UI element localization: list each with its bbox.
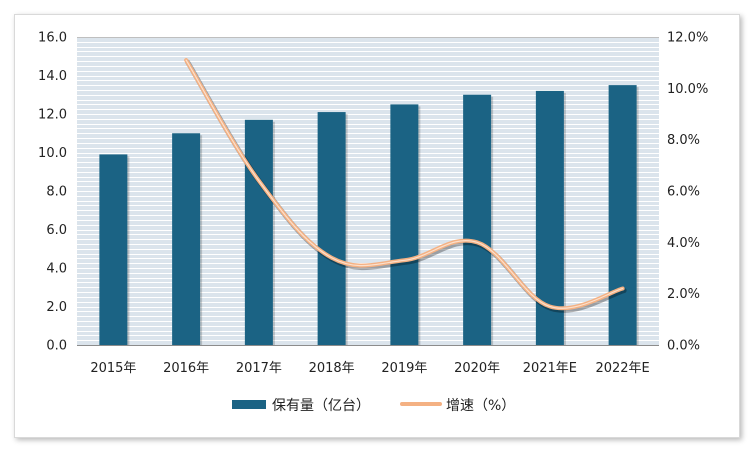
left-tick-label: 14.0 <box>38 69 67 84</box>
growth-line-highlight <box>185 59 624 309</box>
legend-bar-swatch <box>232 400 266 409</box>
legend-bar-label: 保有量（亿台） <box>272 398 370 414</box>
line-series <box>184 58 627 313</box>
x-tick-label: 2020年 <box>454 361 500 376</box>
right-tick-label: 6.0% <box>667 185 700 200</box>
x-tick-label: 2021年E <box>523 361 577 376</box>
right-axis-ticks: 0.0% 2.0% 4.0% 6.0% 8.0% 10.0% 12.0% <box>667 31 708 354</box>
left-tick-label: 6.0 <box>46 223 67 238</box>
right-tick-label: 0.0% <box>667 339 700 354</box>
left-tick-label: 12.0 <box>38 108 67 123</box>
x-tick-label: 2015年 <box>90 361 136 376</box>
right-tick-label: 12.0% <box>667 31 708 46</box>
right-tick-label: 8.0% <box>667 133 700 148</box>
right-tick-label: 10.0% <box>667 82 708 97</box>
legend: 保有量（亿台） 增速（%） <box>232 398 515 414</box>
bar <box>317 112 346 345</box>
bar-series <box>99 85 639 346</box>
left-tick-label: 0.0 <box>46 339 67 354</box>
right-tick-label: 4.0% <box>667 236 700 251</box>
left-tick-label: 8.0 <box>46 185 67 200</box>
bar <box>99 154 128 345</box>
x-axis-ticks: 2015年 2016年 2017年 2018年 2019年 2020年 2021年E 2022… <box>90 361 649 376</box>
bar <box>244 119 273 346</box>
bar <box>608 85 637 345</box>
left-tick-label: 2.0 <box>46 300 67 315</box>
right-tick-label: 2.0% <box>667 287 700 302</box>
x-tick-label: 2018年 <box>309 361 355 376</box>
legend-line-label: 增速（%） <box>446 398 515 414</box>
x-tick-label: 2016年 <box>163 361 209 376</box>
x-tick-label: 2022年E <box>595 361 649 376</box>
left-tick-label: 16.0 <box>38 31 67 46</box>
x-tick-label: 2019年 <box>381 361 427 376</box>
bar <box>463 94 492 345</box>
bar <box>172 133 201 345</box>
x-tick-label: 2017年 <box>236 361 282 376</box>
left-tick-label: 10.0 <box>38 146 67 161</box>
bar <box>390 104 419 345</box>
left-tick-label: 4.0 <box>46 262 67 277</box>
left-axis-ticks: 0.0 2.0 4.0 6.0 8.0 10.0 12.0 14.0 16.0 <box>38 31 67 354</box>
